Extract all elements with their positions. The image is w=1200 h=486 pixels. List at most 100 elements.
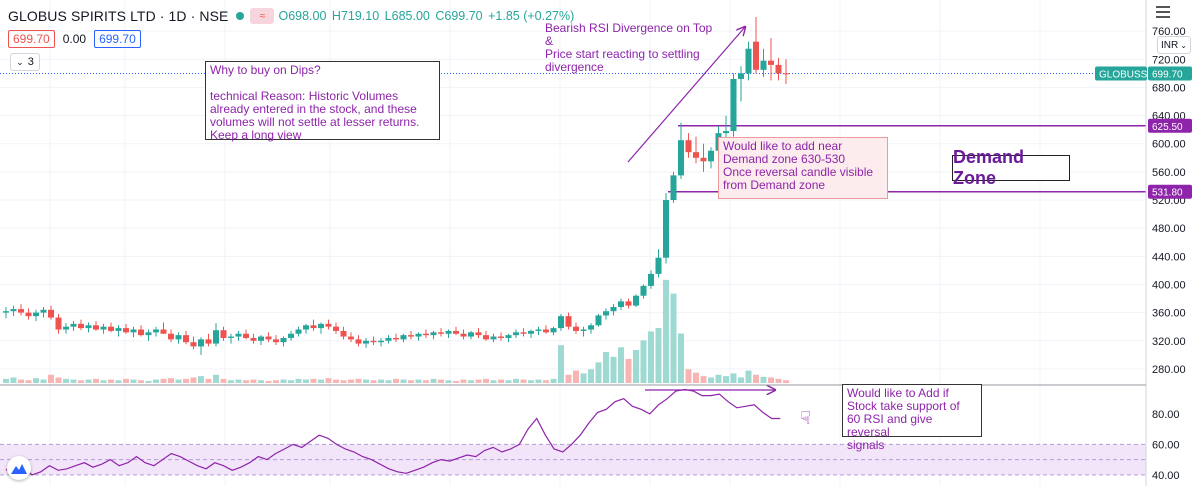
- volume-bar: [108, 379, 114, 383]
- volume-bar: [3, 378, 9, 383]
- candle-body: [558, 316, 564, 329]
- volume-bar: [378, 379, 384, 383]
- candle-body: [505, 335, 512, 338]
- volume-bar: [723, 376, 729, 383]
- volume-bar: [625, 358, 632, 383]
- price-tick-label: 680.00: [1152, 82, 1186, 94]
- candle-body: [175, 335, 182, 340]
- volume-bar: [685, 369, 692, 383]
- indicator-count: 3: [27, 56, 34, 68]
- volume-bar: [175, 379, 182, 383]
- last-price-tag: 699.70: [1152, 70, 1183, 81]
- candle-body: [265, 336, 272, 340]
- price-tick-label: 760.00: [1152, 26, 1186, 38]
- high-value: H719.10: [331, 9, 380, 23]
- candle-body: [693, 152, 699, 158]
- candle-body: [273, 339, 279, 343]
- candle-body: [235, 333, 242, 337]
- volume-bar: [603, 352, 609, 383]
- volume-bar: [18, 379, 24, 383]
- candle-body: [760, 60, 767, 70]
- volume-bar: [280, 379, 287, 383]
- volume-bar: [745, 370, 752, 383]
- indicators-collapse-button[interactable]: ⌄ 3: [10, 53, 40, 71]
- candle-body: [100, 326, 107, 330]
- volume-bar: [10, 377, 17, 383]
- volume-bar: [423, 380, 429, 383]
- candle-body: [783, 73, 789, 75]
- candle-body: [3, 311, 9, 313]
- candle-body: [348, 336, 354, 340]
- candle-body: [10, 309, 17, 312]
- candle-body: [93, 325, 99, 330]
- volume-bar: [115, 380, 122, 383]
- compare-icon[interactable]: ≈: [250, 8, 275, 24]
- sell-price-button[interactable]: 699.70: [8, 30, 55, 48]
- menu-icon[interactable]: [1156, 6, 1170, 18]
- volume-bar: [213, 374, 219, 383]
- candle-body: [213, 330, 219, 344]
- symbol-title[interactable]: GLOBUS SPIRITS LTD · 1D · NSE: [8, 8, 229, 24]
- candle-body: [775, 64, 782, 74]
- last-price-tag-bg: [1148, 66, 1192, 81]
- candle-body: [535, 329, 542, 331]
- currency-button[interactable]: INR ⌄: [1157, 36, 1191, 54]
- tradingview-logo[interactable]: [7, 456, 31, 480]
- candle-body: [550, 328, 557, 333]
- volume-bar: [588, 369, 594, 383]
- volume-bar: [655, 328, 662, 383]
- candle-body: [168, 333, 174, 340]
- candle-body: [145, 332, 152, 336]
- candle-body: [18, 309, 24, 313]
- candle-body: [363, 340, 369, 344]
- candle-body: [700, 157, 707, 162]
- volume-bar: [130, 379, 137, 383]
- volume-bar: [295, 378, 302, 383]
- candle-body: [33, 312, 39, 317]
- price-tick-label: 720.00: [1152, 54, 1186, 66]
- volume-bar: [618, 347, 624, 383]
- candle-body: [198, 339, 204, 347]
- volume-bar: [385, 380, 392, 383]
- volume-bar: [78, 380, 84, 383]
- candle-body: [453, 330, 459, 334]
- close-value: C699.70: [435, 9, 483, 23]
- volume-bar: [610, 356, 617, 383]
- volume-bar: [558, 345, 564, 383]
- candle-body: [415, 333, 422, 337]
- volume-bar: [783, 380, 789, 383]
- volume-bar: [460, 379, 467, 383]
- candle-body: [378, 340, 384, 343]
- ohlc-values: O698.00 H719.10 L685.00 C699.70 +1.85 (+…: [278, 9, 576, 23]
- candle-body: [580, 329, 587, 331]
- volume-bar: [55, 377, 62, 383]
- price-tick-label: 360.00: [1152, 308, 1186, 320]
- price-tick-label: 440.00: [1152, 251, 1186, 263]
- logo-mountain-icon: [11, 464, 27, 474]
- volume-bar: [520, 379, 527, 383]
- volume-bar: [768, 377, 774, 383]
- candle-body: [738, 73, 744, 79]
- volume-bar: [85, 379, 92, 383]
- candle-body: [490, 336, 497, 340]
- candle-body: [610, 306, 617, 312]
- volume-bar: [775, 378, 782, 383]
- annotation-arrows: [627, 27, 775, 390]
- volume-bar: [483, 378, 489, 383]
- price-axis[interactable]: 280.00320.00360.00400.00440.00480.00520.…: [1152, 26, 1186, 376]
- currency-label: INR: [1161, 39, 1179, 51]
- candle-body: [460, 333, 467, 337]
- rsi-axis[interactable]: 40.00 60.00 80.00: [1152, 409, 1180, 482]
- volume-bar: [348, 379, 354, 383]
- candle-body: [438, 332, 444, 334]
- buy-price-button[interactable]: 699.70: [94, 30, 141, 48]
- volume-bar: [355, 378, 362, 383]
- volume-bar: [370, 380, 377, 383]
- volume-bar: [573, 370, 579, 383]
- volume-bar: [70, 379, 77, 383]
- rsi-tick-label: 40.00: [1152, 470, 1180, 482]
- volume-bar: [408, 380, 414, 383]
- candle-body: [588, 325, 594, 330]
- why-buy-dips-note: Why to buy on Dips? technical Reason: Hi…: [205, 61, 440, 142]
